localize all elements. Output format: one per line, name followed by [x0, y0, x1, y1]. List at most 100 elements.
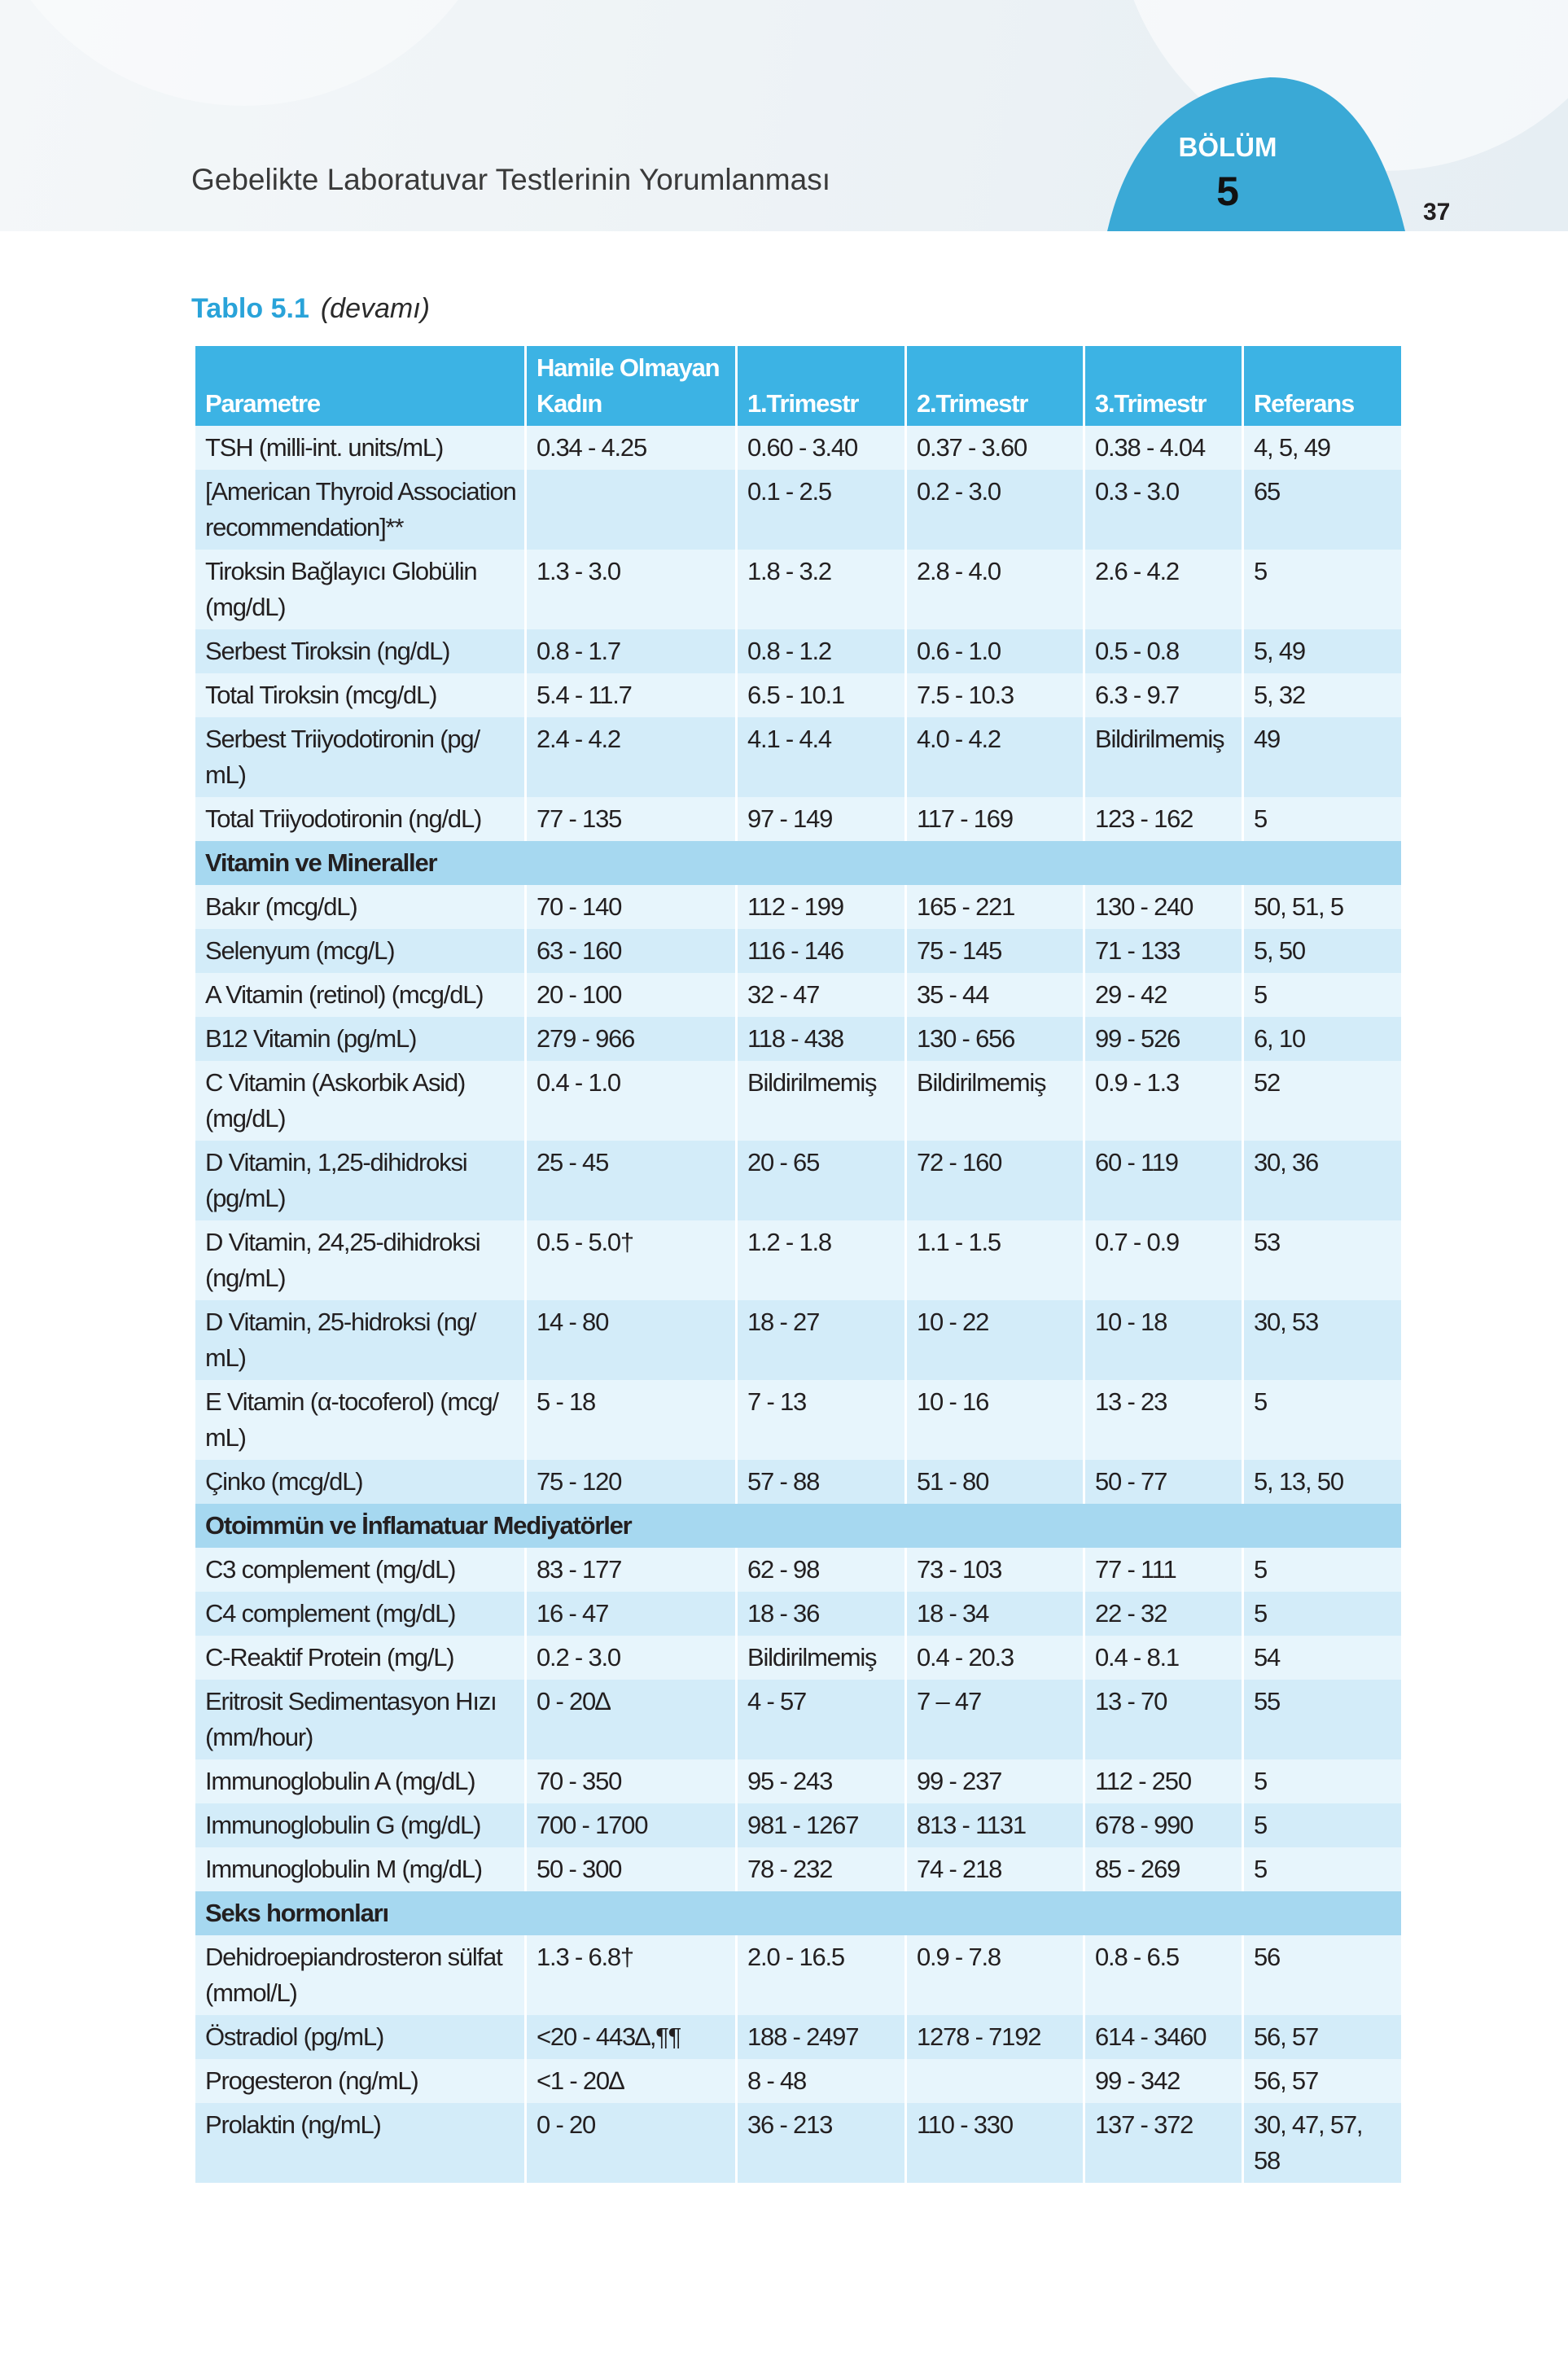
table-cell: 32 - 47 [735, 973, 907, 1017]
table-cell: 18 - 36 [735, 1592, 907, 1636]
table-cell: 10 - 16 [904, 1380, 1085, 1460]
table-cell: 0.4 - 1.0 [524, 1061, 738, 1141]
table-cell: 7 – 47 [904, 1680, 1085, 1759]
table-cell: 0.2 - 3.0 [904, 470, 1085, 550]
table-cell: 5 [1242, 1803, 1404, 1847]
column-header: Referans [1242, 346, 1404, 426]
table-cell: 110 - 330 [904, 2103, 1085, 2183]
section-row: Vitamin ve Mineraller [193, 841, 1404, 885]
parameter-cell: C-Reaktif Protein (mg/L) [193, 1636, 527, 1680]
table-cell: 10 - 22 [904, 1300, 1085, 1380]
table-cell: 4 - 57 [735, 1680, 907, 1759]
table-cell: 5 [1242, 1759, 1404, 1803]
table-cell: Bildirilmemiş [1083, 717, 1244, 797]
parameter-cell: B12 Vitamin (pg/mL) [193, 1017, 527, 1061]
section-title: Otoimmün ve İnflamatuar Mediyatörler [193, 1504, 1404, 1548]
table-row: Prolaktin (ng/mL) 0 - 20 36 - 213 110 - 330… [193, 2103, 1404, 2183]
parameter-cell: Tiroksin Bağlayıcı Globülin (mg/dL) [193, 550, 527, 629]
table-cell: 5.4 - 11.7 [524, 673, 738, 717]
table-row: C4 complement (mg/dL) 16 - 47 18 - 36 18 - … [193, 1592, 1404, 1636]
section-title: Vitamin ve Mineraller [193, 841, 1404, 885]
table-cell: 83 - 177 [524, 1548, 738, 1592]
table-cell: 63 - 160 [524, 929, 738, 973]
table-cell: 56 [1242, 1935, 1404, 2015]
table-caption: Tablo 5.1 (devamı) [191, 293, 430, 325]
table-cell: 5 [1242, 1592, 1404, 1636]
table-cell: 20 - 65 [735, 1141, 907, 1220]
table-cell: 10 - 18 [1083, 1300, 1244, 1380]
table-row: Progesteron (ng/mL) <1 - 20∆ 8 - 48 99 - 34… [193, 2059, 1404, 2103]
table-cell: 0 - 20 [524, 2103, 738, 2183]
parameter-cell: Eritrosit Sedimentasyon Hızı (mm/hour) [193, 1680, 527, 1759]
table-cell: 75 - 120 [524, 1460, 738, 1504]
table-row: B12 Vitamin (pg/mL) 279 - 966 118 - 438 130… [193, 1017, 1404, 1061]
table-cell: 5 [1242, 797, 1404, 841]
table-cell: 8 - 48 [735, 2059, 907, 2103]
parameter-cell: Prolaktin (ng/mL) [193, 2103, 527, 2183]
table-cell: 1.3 - 3.0 [524, 550, 738, 629]
table-cell: 279 - 966 [524, 1017, 738, 1061]
table-row: Total Triiyodotironin (ng/dL) 77 - 135 97 … [193, 797, 1404, 841]
table-cell: 50 - 300 [524, 1847, 738, 1891]
table-cell: 112 - 250 [1083, 1759, 1244, 1803]
table-cell: 5 - 18 [524, 1380, 738, 1460]
table-cell: 165 - 221 [904, 885, 1085, 929]
table-cell: 1.3 - 6.8† [524, 1935, 738, 2015]
table-cell: 0.34 - 4.25 [524, 426, 738, 470]
table-cell: <1 - 20∆ [524, 2059, 738, 2103]
table-cell: 70 - 350 [524, 1759, 738, 1803]
table-cell: 7.5 - 10.3 [904, 673, 1085, 717]
parameter-cell: Serbest Tiroksin (ng/dL) [193, 629, 527, 673]
table-row: Immunoglobulin A (mg/dL) 70 - 350 95 - 243… [193, 1759, 1404, 1803]
table-row: Selenyum (mcg/L) 63 - 160 116 - 146 75 - 14… [193, 929, 1404, 973]
table-cell: 1.2 - 1.8 [735, 1220, 907, 1300]
table-cell: 30, 36 [1242, 1141, 1404, 1220]
data-table: Parametre Hamile Olmayan Kadın 1.Trimestr 2… [193, 346, 1404, 2183]
table-cell: 16 - 47 [524, 1592, 738, 1636]
table-cell: 99 - 342 [1083, 2059, 1244, 2103]
table-cell: 30, 47, 57, 58 [1242, 2103, 1404, 2183]
table-cell: 2.8 - 4.0 [904, 550, 1085, 629]
table-cell: 0.38 - 4.04 [1083, 426, 1244, 470]
parameter-cell: A Vitamin (retinol) (mcg/dL) [193, 973, 527, 1017]
table-cell: 0.4 - 8.1 [1083, 1636, 1244, 1680]
table-cell: 56, 57 [1242, 2015, 1404, 2059]
table-row: Çinko (mcg/dL) 75 - 120 57 - 88 51 - 80 50 -… [193, 1460, 1404, 1504]
parameter-cell: TSH (milli-int. units/mL) [193, 426, 527, 470]
table-row: [American Thyroid Association recommenda… [193, 470, 1404, 550]
table-cell: 5, 32 [1242, 673, 1404, 717]
table-cell: 678 - 990 [1083, 1803, 1244, 1847]
header-band [0, 0, 1568, 231]
parameter-cell: Bakır (mcg/dL) [193, 885, 527, 929]
table-cell: 5, 50 [1242, 929, 1404, 973]
table-cell: 2.4 - 4.2 [524, 717, 738, 797]
parameter-cell: Immunoglobulin M (mg/dL) [193, 1847, 527, 1891]
table-cell: Bildirilmemiş [904, 1061, 1085, 1141]
table-row: TSH (milli-int. units/mL) 0.34 - 4.25 0.60… [193, 426, 1404, 470]
table-cell: 13 - 70 [1083, 1680, 1244, 1759]
table-cell: 55 [1242, 1680, 1404, 1759]
table-cell: 7 - 13 [735, 1380, 907, 1460]
table-row: C3 complement (mg/dL) 83 - 177 62 - 98 73 -… [193, 1548, 1404, 1592]
table-cell: 4.0 - 4.2 [904, 717, 1085, 797]
table-cell: 99 - 526 [1083, 1017, 1244, 1061]
table-cell: 0.6 - 1.0 [904, 629, 1085, 673]
column-header: 2.Trimestr [904, 346, 1085, 426]
table-cell: 123 - 162 [1083, 797, 1244, 841]
table-cell: 0.7 - 0.9 [1083, 1220, 1244, 1300]
table-cell: 6.5 - 10.1 [735, 673, 907, 717]
table-cell: 36 - 213 [735, 2103, 907, 2183]
table-cell: 77 - 111 [1083, 1548, 1244, 1592]
parameter-cell: D Vitamin, 1,25-dihidroksi (pg/mL) [193, 1141, 527, 1220]
table-cell: 85 - 269 [1083, 1847, 1244, 1891]
table-cell: 18 - 34 [904, 1592, 1085, 1636]
table-cell: 981 - 1267 [735, 1803, 907, 1847]
table-cell: 4.1 - 4.4 [735, 717, 907, 797]
table-cell: 0 - 20∆ [524, 1680, 738, 1759]
table-cell [904, 2059, 1085, 2103]
table-cell: 50, 51, 5 [1242, 885, 1404, 929]
table-cell: 53 [1242, 1220, 1404, 1300]
parameter-cell: C Vitamin (Askorbik Asid) (mg/dL) [193, 1061, 527, 1141]
table-cell: 0.60 - 3.40 [735, 426, 907, 470]
column-header: Parametre [193, 346, 527, 426]
